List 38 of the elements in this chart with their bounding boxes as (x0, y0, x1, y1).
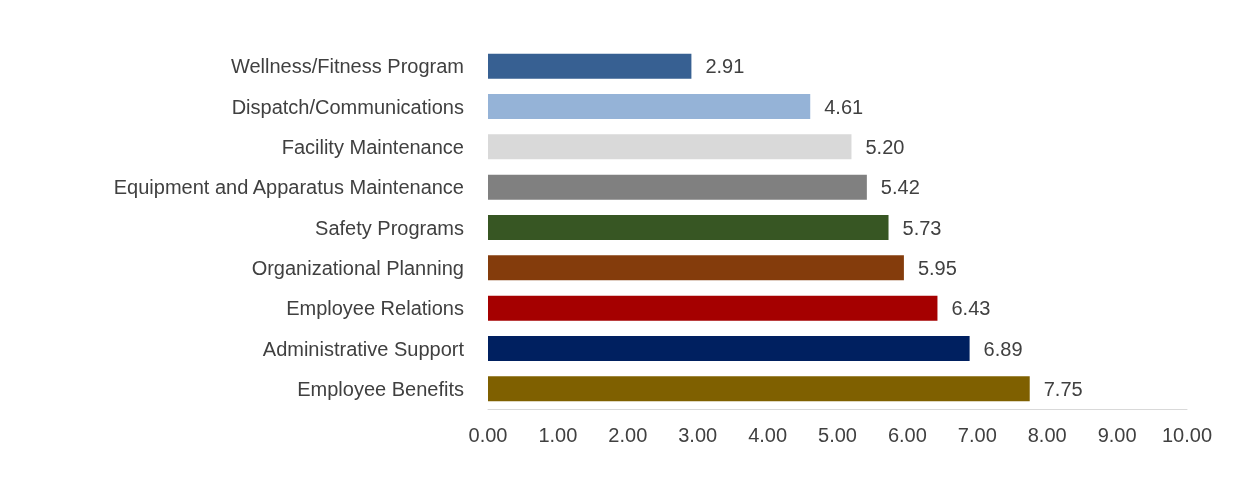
data-label: 6.89 (983, 337, 1023, 360)
x-tick-label: 0.00 (468, 424, 508, 446)
data-label: 7.75 (1043, 377, 1083, 400)
data-label: 2.91 (705, 55, 745, 78)
x-tick-label: 5.00 (818, 424, 857, 446)
x-tick-label: 10.00 (1161, 424, 1213, 446)
x-tick-label: 6.00 (887, 424, 927, 446)
x-tick-label: 9.00 (1097, 424, 1137, 446)
data-label: 5.95 (917, 256, 957, 279)
y-tick-label: Facility Maintenance (281, 135, 464, 158)
bar (488, 53, 692, 79)
x-tick-label: 3.00 (678, 424, 718, 446)
data-label: 4.61 (824, 95, 864, 118)
data-label: 6.43 (951, 297, 991, 320)
bar (488, 215, 889, 240)
data-label: 5.73 (902, 216, 942, 239)
bar (488, 255, 904, 281)
x-tick-label: 7.00 (957, 424, 997, 446)
y-tick-label: Organizational Planning (251, 256, 464, 279)
x-tick-label: 1.00 (538, 424, 578, 446)
y-tick-label: Wellness/Fitness Program (230, 55, 464, 78)
y-tick-label: Employee Relations (286, 297, 464, 320)
data-label: 5.42 (880, 176, 920, 199)
y-tick-label: Administrative Support (262, 337, 465, 360)
bar (488, 94, 811, 119)
x-tick-label: 2.00 (608, 424, 648, 446)
x-tick-label: 4.00 (748, 424, 788, 446)
bar (488, 295, 938, 321)
y-tick-label: Safety Programs (315, 216, 464, 239)
x-tick-label: 8.00 (1027, 424, 1067, 446)
bar (488, 336, 970, 361)
data-label: 5.20 (865, 135, 905, 158)
bar (488, 134, 852, 160)
y-tick-label: Equipment and Apparatus Maintenance (113, 176, 464, 199)
y-tick-label: Dispatch/Communications (231, 95, 464, 118)
y-tick-label: Employee Benefits (297, 377, 464, 400)
bar (488, 174, 867, 200)
bar (488, 376, 1030, 402)
